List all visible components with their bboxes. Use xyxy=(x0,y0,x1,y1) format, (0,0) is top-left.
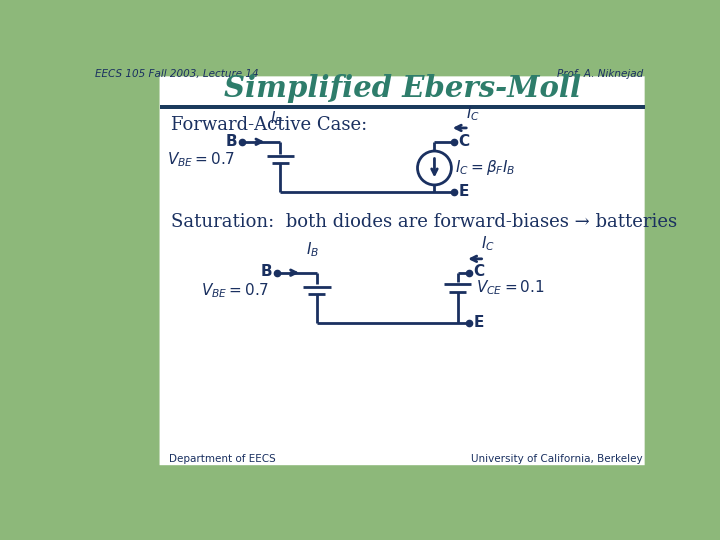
Text: Saturation:  both diodes are forward-biases → batteries: Saturation: both diodes are forward-bias… xyxy=(171,213,678,232)
Text: $I_C = \beta_F I_B$: $I_C = \beta_F I_B$ xyxy=(455,158,516,178)
Text: $V_{CE} = 0.1$: $V_{CE} = 0.1$ xyxy=(476,278,544,296)
FancyBboxPatch shape xyxy=(160,76,644,465)
Text: $I_B$: $I_B$ xyxy=(270,109,283,128)
Text: Prof. A. Niknejad: Prof. A. Niknejad xyxy=(557,70,643,79)
Text: Forward-Active Case:: Forward-Active Case: xyxy=(171,117,367,134)
Text: Department of EECS: Department of EECS xyxy=(168,454,276,464)
Text: E: E xyxy=(474,315,484,330)
Text: University of California, Berkeley: University of California, Berkeley xyxy=(472,454,643,464)
Text: B: B xyxy=(225,133,238,148)
Text: $V_{BE} = 0.7$: $V_{BE} = 0.7$ xyxy=(202,281,269,300)
Text: E: E xyxy=(459,184,469,199)
Text: $I_B$: $I_B$ xyxy=(306,240,320,259)
Text: $V_{BE} = 0.7$: $V_{BE} = 0.7$ xyxy=(167,150,234,169)
Text: C: C xyxy=(474,265,485,279)
Text: EECS 105 Fall 2003, Lecture 14: EECS 105 Fall 2003, Lecture 14 xyxy=(95,70,258,79)
Bar xyxy=(160,105,644,109)
Text: C: C xyxy=(459,133,469,148)
Text: $I_C$: $I_C$ xyxy=(482,235,495,253)
Text: B: B xyxy=(261,265,272,279)
Text: $I_C$: $I_C$ xyxy=(466,104,480,123)
Text: Simplified Ebers-Moll: Simplified Ebers-Moll xyxy=(225,74,582,103)
